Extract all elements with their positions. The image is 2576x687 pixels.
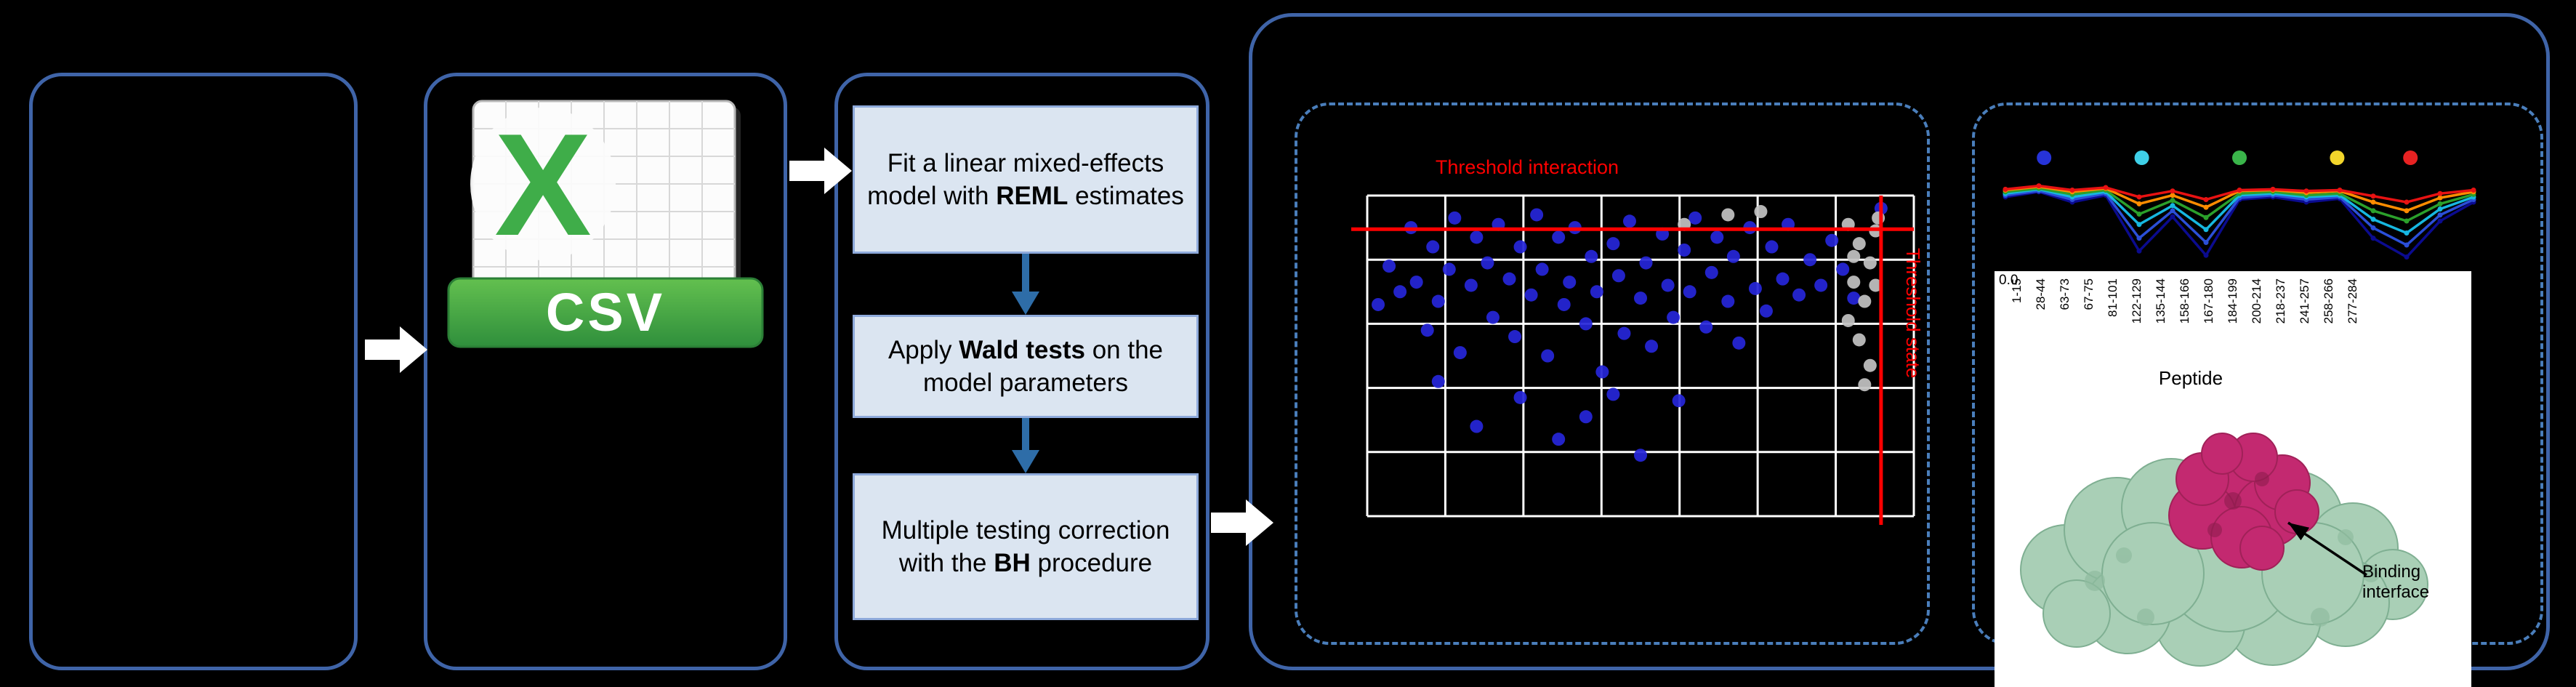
peptide-tick: 241-257 (2294, 278, 2318, 363)
x-halo (470, 108, 616, 260)
significance-plot-group (1295, 103, 1930, 645)
step-text: Multiple testing correction with the (881, 515, 1170, 578)
peptide-tick-label: 135-144 (2154, 278, 2168, 324)
peptide-tick-label: 1-15 (2010, 278, 2024, 304)
protein-structure (2020, 433, 2428, 667)
volcano-plot-svg (1351, 194, 1915, 525)
peptide-tick: 122-129 (2126, 278, 2150, 363)
peptide-tick: 1-15 (2006, 278, 2030, 363)
binding-interface-label: Binding interface (2362, 562, 2430, 602)
excel-x-glyph: X (494, 104, 591, 266)
peptide-tick: 67-75 (2078, 278, 2102, 363)
step-text-bold: Wald tests (959, 335, 1085, 364)
step-box-bh: Multiple testing correction with the BH … (853, 473, 1199, 620)
csv-file-icon: X CSV (447, 100, 764, 348)
peptide-tick: 167-180 (2198, 278, 2222, 363)
step-text: on the model parameters (922, 335, 1164, 398)
peptide-tick-label: 158-166 (2178, 278, 2191, 324)
binding-interface-shading (2207, 472, 2269, 537)
structure-panel: 0.0 1-15 28-44 63-73 67-75 81-101 122-129 135-… (1995, 271, 2471, 687)
step-text: estimates (1068, 182, 1184, 210)
step-arrow-2 (1012, 418, 1039, 473)
csv-panel: X CSV (424, 73, 787, 670)
csv-banner (447, 277, 764, 348)
peptide-tick: 135-144 (2150, 278, 2174, 363)
peptide-axis-title: Peptide (2158, 367, 2223, 389)
step-box-wald: Apply Wald tests on the model parameters (853, 315, 1199, 418)
peptide-tick-label: 63-73 (2058, 278, 2072, 310)
threshold-interaction-label: Threshold interaction (1435, 156, 1619, 178)
peptide-tick-label: 241-257 (2298, 278, 2311, 324)
step-text: procedure (1030, 549, 1153, 577)
peptide-tick-label: 258-266 (2322, 278, 2335, 324)
peptide-tick-label: 218-237 (2274, 278, 2287, 324)
flow-arrow-1 (365, 326, 427, 373)
step-box-reml: Fit a linear mixed-effects model with RE… (853, 105, 1199, 254)
peptide-tick-label: 67-75 (2082, 278, 2096, 310)
peptide-tick-label: 28-44 (2034, 278, 2048, 310)
peptide-tick: 218-237 (2270, 278, 2294, 363)
peptide-tick: 158-166 (2174, 278, 2198, 363)
results-panel: Threshold interaction Threshold state 0.… (1249, 13, 2550, 687)
step-arrow-1 (1012, 254, 1039, 315)
peptide-tick: 184-199 (2222, 278, 2246, 363)
peptide-tick: 81-101 (2102, 278, 2126, 363)
peptide-tick-label: 122-129 (2130, 278, 2144, 324)
peptide-tick: 200-214 (2246, 278, 2270, 363)
profile-y-tick: 0.0 (1999, 273, 2018, 288)
flow-arrow-3 (1211, 499, 1273, 546)
peptide-tick-label: 167-180 (2202, 278, 2215, 324)
csv-label: CSV (546, 282, 665, 342)
input-data-panel (29, 73, 358, 670)
peptide-axis-labels: 1-15 28-44 63-73 67-75 81-101 122-129 135-144 1… (2006, 278, 2366, 363)
peptide-tick: 277-284 (2342, 278, 2366, 363)
model-pipeline-panel: Fit a linear mixed-effects model with RE… (834, 73, 1209, 670)
peptide-tick-label: 81-101 (2106, 278, 2120, 317)
peptide-tick-label: 200-214 (2250, 278, 2263, 324)
step-text-bold: BH (994, 549, 1031, 577)
step-text: Apply (887, 335, 959, 364)
flow-arrow-2 (789, 148, 852, 194)
peptide-tick: 258-266 (2318, 278, 2342, 363)
threshold-state-label: Threshold state (1902, 248, 1924, 379)
peptide-tick: 28-44 (2030, 278, 2054, 363)
peptide-tick-label: 184-199 (2226, 278, 2239, 324)
profile-plot-svg (2003, 150, 2476, 260)
peptide-tick: 63-73 (2054, 278, 2078, 363)
peptide-tick-label: 277-284 (2346, 278, 2359, 324)
step-text-bold: REML (996, 182, 1068, 210)
step-text: Fit a linear mixed-effects model with (867, 148, 1164, 211)
